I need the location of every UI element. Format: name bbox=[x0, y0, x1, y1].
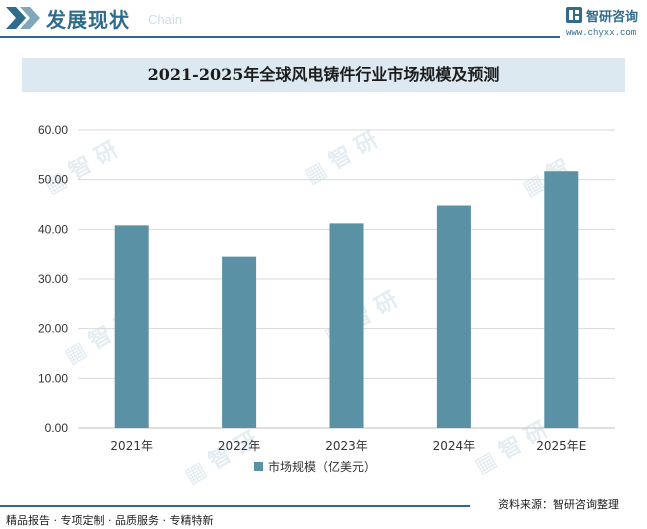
brand-name: 智研咨询 bbox=[586, 10, 639, 25]
y-tick-label: 0.00 bbox=[45, 421, 69, 435]
bar bbox=[436, 205, 471, 428]
brand-url: www.chyxx.com bbox=[566, 28, 637, 38]
footer-tags: 精品报告 · 专项定制 · 品质服务 · 专精特新 bbox=[6, 514, 214, 527]
x-tick-label: 2024年 bbox=[433, 439, 476, 453]
y-tick-label: 30.00 bbox=[38, 272, 68, 286]
bar bbox=[114, 225, 149, 428]
footer-divider bbox=[0, 505, 470, 507]
x-tick-label: 2022年 bbox=[218, 439, 261, 453]
source-note: 资料来源：智研咨询整理 bbox=[498, 498, 619, 511]
x-tick-label: 2023年 bbox=[325, 439, 368, 453]
y-tick-label: 10.00 bbox=[38, 371, 68, 385]
y-tick-label: 20.00 bbox=[38, 322, 68, 336]
chart-title: 2021-2025年全球风电铸件行业市场规模及预测 bbox=[147, 65, 500, 84]
section-subtitle: Chain bbox=[148, 12, 182, 27]
bar bbox=[329, 223, 364, 428]
y-tick-label: 40.00 bbox=[38, 222, 68, 236]
bar bbox=[544, 171, 579, 428]
chart-title-band: 2021-2025年全球风电铸件行业市场规模及预测 bbox=[22, 58, 625, 92]
double-chevron-icon bbox=[6, 7, 40, 29]
legend-swatch bbox=[254, 462, 263, 471]
header-divider bbox=[0, 36, 560, 38]
bar-chart: 0.00 10.00 20.00 30.00 40.00 50.00 60.00 2021年 2… bbox=[38, 123, 615, 474]
x-tick-label: 2025年E bbox=[536, 439, 586, 453]
section-title: 发展现状 bbox=[46, 8, 130, 32]
y-tick-label: 50.00 bbox=[38, 173, 68, 187]
x-tick-label: 2021年 bbox=[110, 439, 153, 453]
legend-label: 市场规模（亿美元） bbox=[268, 459, 376, 474]
header: 发展现状 Chain 智研咨询 www.chyxx.com bbox=[0, 0, 647, 38]
brand-logo-icon bbox=[566, 7, 582, 23]
bar bbox=[222, 256, 257, 428]
y-tick-label: 60.00 bbox=[38, 123, 68, 137]
